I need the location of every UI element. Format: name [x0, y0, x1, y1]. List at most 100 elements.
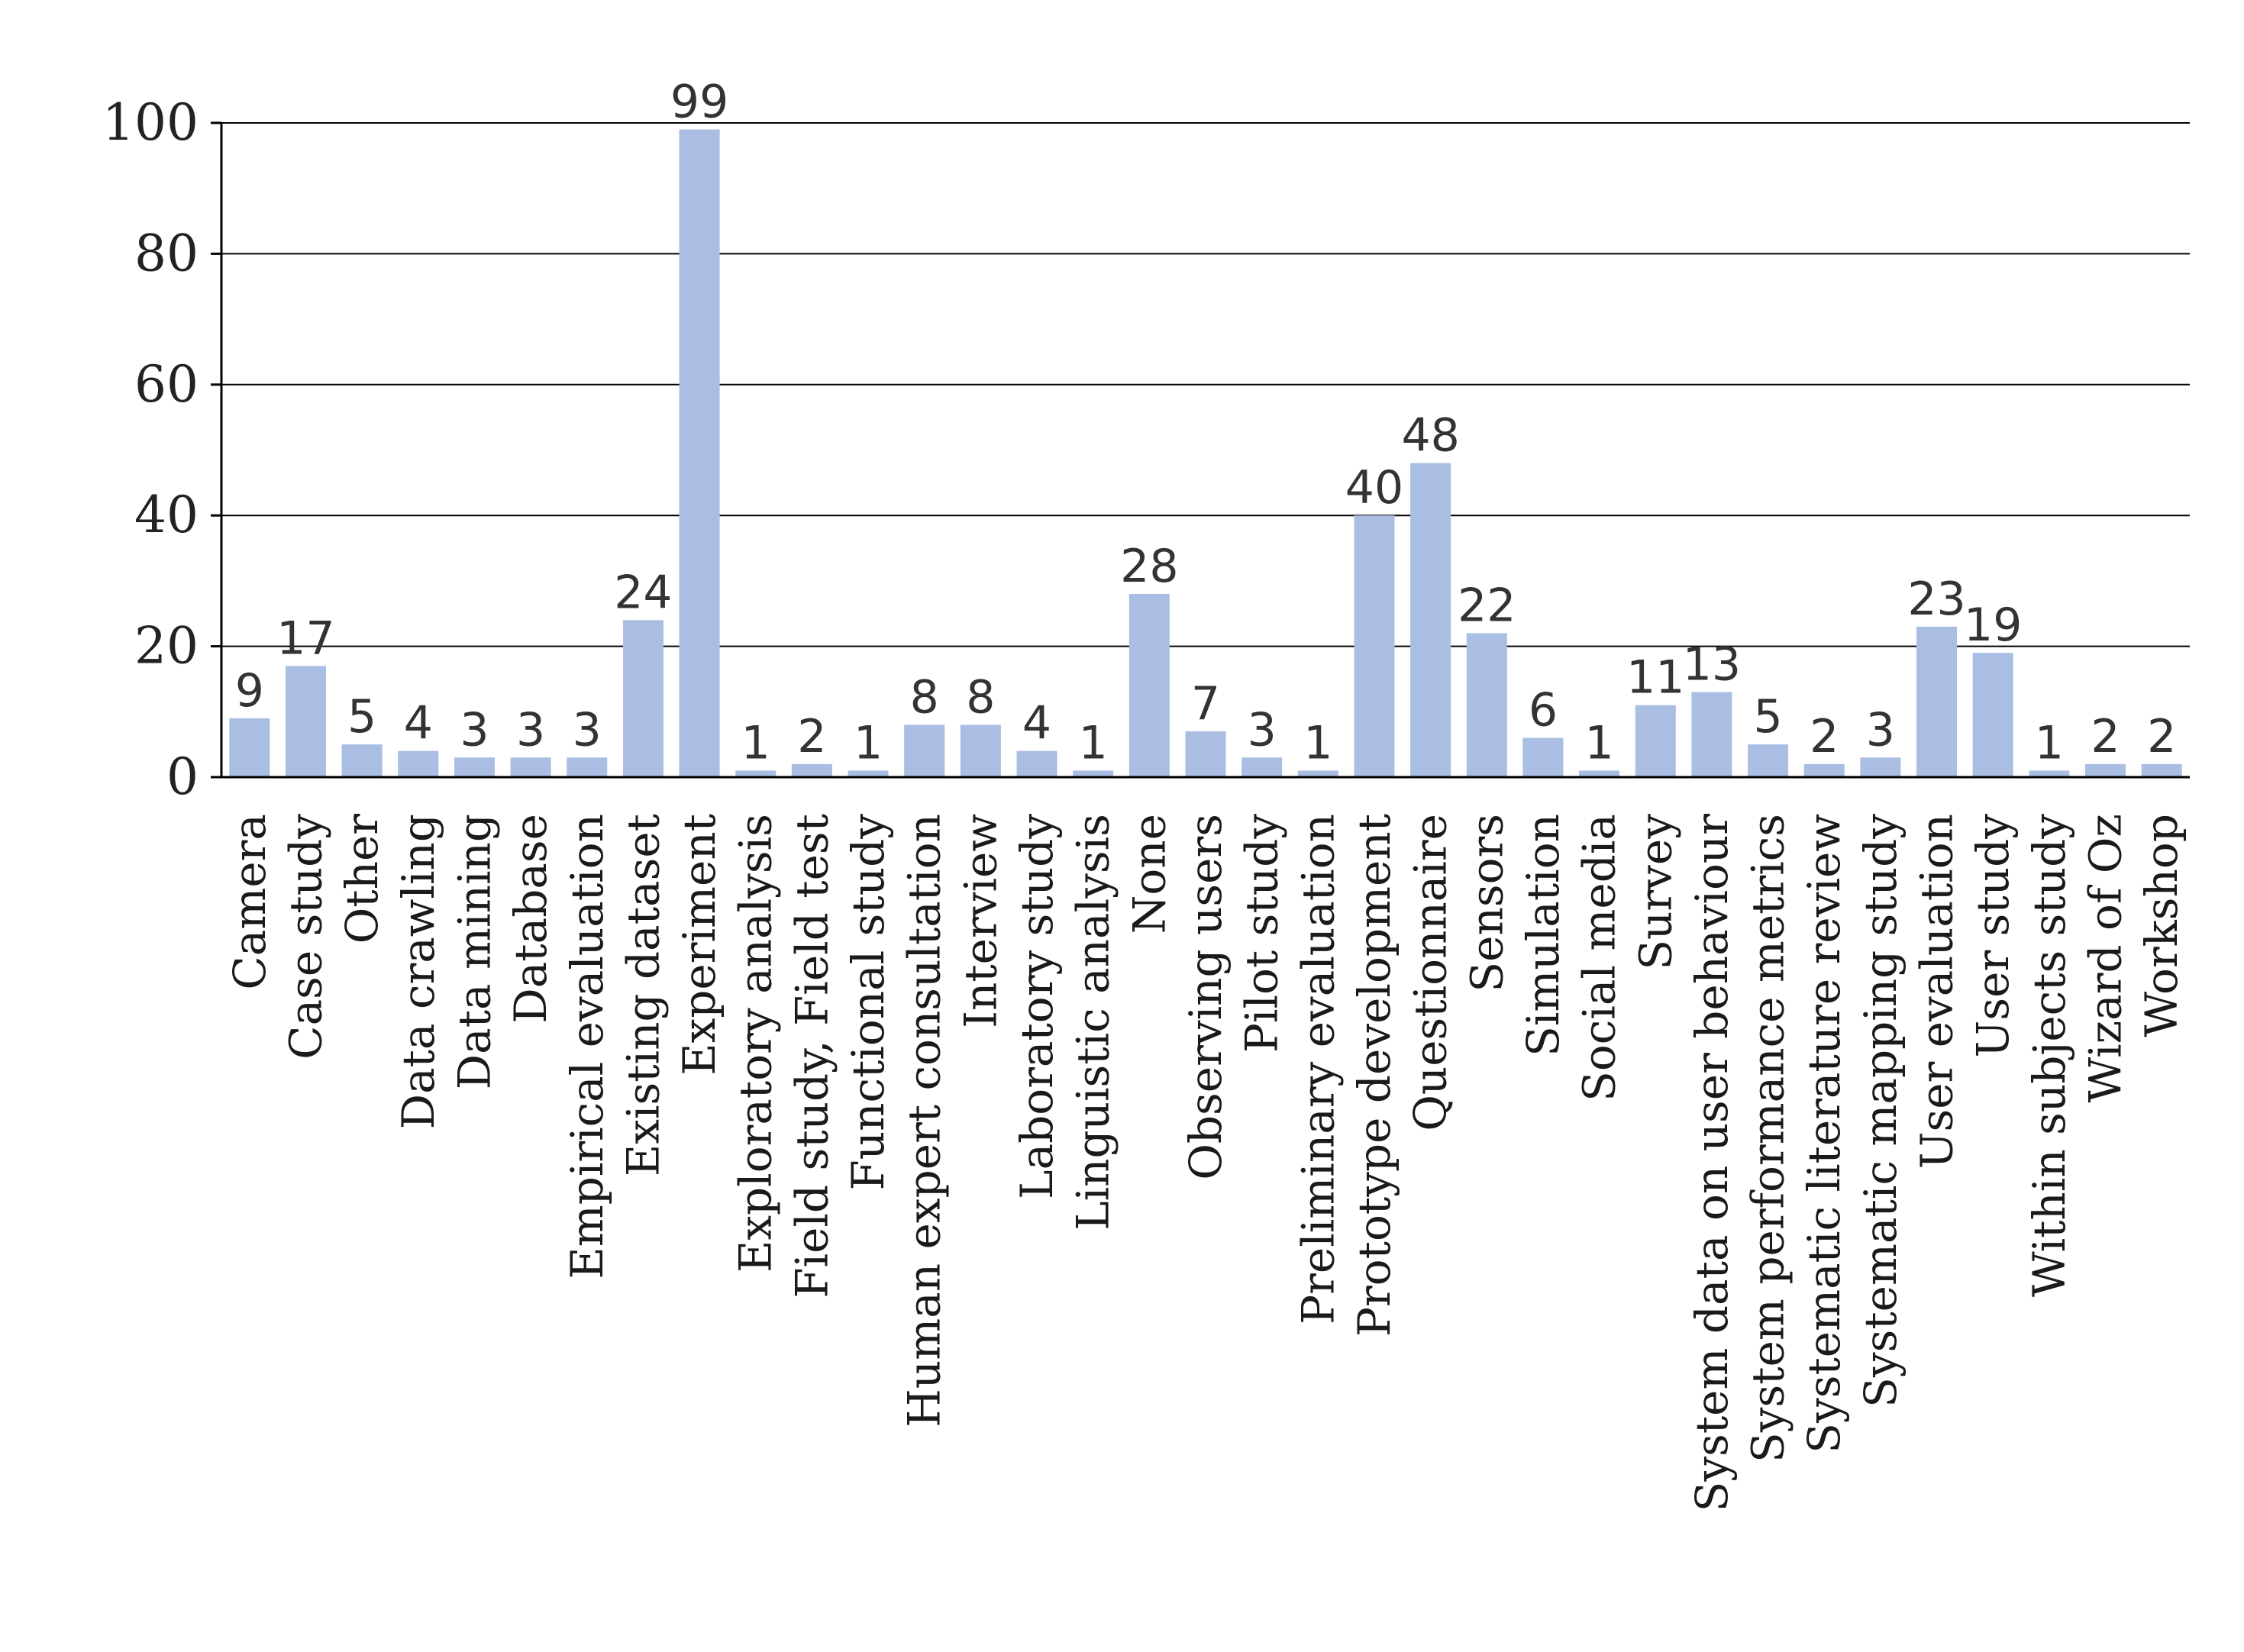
- data-label: 99: [670, 76, 728, 129]
- bar: [229, 718, 270, 777]
- x-tick-label: Linguistic analysis: [1067, 814, 1119, 1231]
- x-tick-label: System performance metrics: [1742, 814, 1794, 1463]
- x-tick-label: Camera: [224, 814, 276, 990]
- data-label: 3: [460, 703, 489, 757]
- x-tick-label: Empirical evaluation: [561, 814, 613, 1279]
- bar: [622, 620, 664, 777]
- data-label: 2: [797, 710, 826, 763]
- bar: [735, 770, 777, 777]
- bar: [1073, 770, 1114, 777]
- x-tick-label: Simulation: [1517, 814, 1569, 1057]
- x-tick-label: User evaluation: [1911, 814, 1963, 1169]
- x-tick-label: Field study, Field test: [786, 814, 838, 1299]
- bar: [1860, 757, 1901, 777]
- data-label: 8: [910, 670, 939, 724]
- bar: [510, 757, 551, 777]
- data-label: 3: [573, 703, 602, 757]
- bar: [679, 129, 720, 777]
- data-label: 48: [1401, 409, 1459, 463]
- x-tick-label: Observing users: [1180, 814, 1232, 1180]
- data-label: 1: [2035, 716, 2064, 770]
- data-label: 1: [1303, 716, 1332, 770]
- data-label: 3: [1866, 703, 1895, 757]
- data-label: 1: [1079, 716, 1108, 770]
- x-tick-label: System data on user behaviour: [1686, 814, 1738, 1512]
- x-tick-label: Existing dataset: [617, 814, 669, 1176]
- x-tick-label: Prototype development: [1348, 814, 1400, 1337]
- x-tick-label: Data mining: [448, 814, 500, 1089]
- x-tick-label: None: [1123, 814, 1175, 934]
- data-label: 3: [516, 703, 545, 757]
- bar: [1691, 692, 1732, 777]
- data-label: 1: [1585, 716, 1614, 770]
- y-tick-label: 100: [102, 93, 199, 152]
- bar: [454, 757, 495, 777]
- bar: [1972, 653, 2013, 777]
- bar: [1635, 705, 1676, 777]
- bar: [398, 750, 439, 777]
- bar: [960, 724, 1001, 777]
- y-tick-labels: 0 20 40 60 80 100: [102, 93, 199, 806]
- x-tick-label: Wizard of Oz: [2080, 814, 2132, 1103]
- x-tick-label: Other: [336, 814, 388, 944]
- x-tick-label: Functional study: [842, 814, 894, 1191]
- x-tick-label: Exploratory analysis: [730, 814, 782, 1273]
- x-tick-label: Systematic literature review: [1798, 814, 1850, 1454]
- gridlines: [221, 122, 2190, 647]
- bar: [1128, 594, 1170, 777]
- x-tick-label: Preliminary evaluation: [1292, 814, 1344, 1325]
- data-label: 5: [1753, 690, 1782, 744]
- x-tick-label: Database: [505, 814, 557, 1024]
- data-label: 8: [966, 670, 995, 724]
- bar: [2029, 770, 2070, 777]
- x-tick-label: Human expert consultation: [899, 814, 951, 1428]
- data-label: 28: [1120, 540, 1178, 593]
- bar: [1522, 737, 1564, 777]
- x-tick-label: Survey: [1629, 814, 1681, 970]
- y-tick-label: 0: [166, 747, 199, 806]
- bar: [341, 744, 383, 777]
- x-tick-label: Data crawling: [392, 814, 444, 1129]
- data-label: 2: [2091, 710, 2120, 763]
- y-tick-label: 80: [134, 224, 199, 282]
- x-tick-label: Within subjects study: [2023, 814, 2075, 1297]
- data-label: 5: [347, 690, 376, 744]
- bar: [285, 666, 327, 777]
- bar: [567, 757, 608, 777]
- data-label: 23: [1907, 573, 1965, 626]
- data-label: 9: [235, 664, 264, 718]
- data-label: 2: [2147, 710, 2176, 763]
- bar: [2084, 763, 2126, 777]
- y-tick-label: 20: [134, 617, 199, 676]
- bar: [1354, 515, 1395, 777]
- y-tick-label: 60: [134, 355, 199, 414]
- data-label: 1: [741, 716, 770, 770]
- bars: [229, 129, 2182, 777]
- y-tick-label: 40: [134, 486, 199, 544]
- bar: [1297, 770, 1338, 777]
- bar: [904, 724, 945, 777]
- data-label: 2: [1810, 710, 1839, 763]
- x-tick-label: Workshop: [2136, 814, 2187, 1037]
- bar: [1803, 763, 1845, 777]
- bar: [1748, 744, 1789, 777]
- bar: [1579, 770, 1620, 777]
- x-tick-label: Pilot study: [1236, 814, 1288, 1053]
- data-label: 3: [1248, 703, 1277, 757]
- bar: [848, 770, 889, 777]
- data-label: 24: [614, 566, 672, 619]
- x-tick-label: Social media: [1574, 814, 1626, 1102]
- data-label: 17: [276, 611, 334, 665]
- data-label: 4: [404, 697, 433, 750]
- bar: [1916, 626, 1958, 777]
- x-tick-label: Interview: [954, 814, 1006, 1028]
- data-label: 40: [1345, 461, 1403, 515]
- bar: [1466, 633, 1507, 777]
- x-tick-label: Case study: [279, 814, 331, 1060]
- bar: [1016, 750, 1057, 777]
- x-tick-label: Experiment: [673, 814, 725, 1076]
- x-tick-label: Laboratory study: [1011, 814, 1063, 1199]
- bar: [2141, 763, 2182, 777]
- data-label: 11: [1626, 651, 1684, 705]
